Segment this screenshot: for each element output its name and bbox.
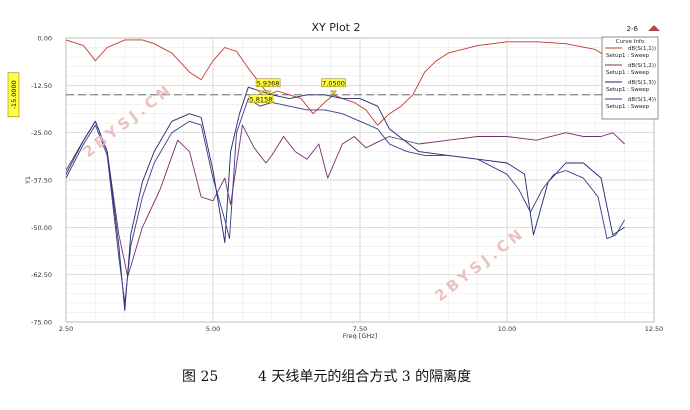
y-tick-label: -75.00 [31, 319, 52, 327]
marker-box [248, 94, 274, 104]
reference-line-group: -15.0000 [7, 72, 654, 118]
corner-label: 2-6 [627, 25, 639, 33]
legend-series-setup: Setup1 : Sweep [606, 104, 650, 110]
caption-text: 4 天线单元的组合方式 3 的隔离度 [258, 369, 472, 385]
series-line [65, 98, 625, 304]
xy-plot-figure: XY Plot 2 2-6 -15.0000 2.50 5.00 7.50 10.00… [7, 21, 663, 340]
chart-title: XY Plot 2 [312, 21, 361, 34]
legend-title: Curve Info [616, 39, 645, 45]
legend-series-name: dB(S(1,2)) [628, 63, 656, 69]
marker-triangle [330, 90, 337, 96]
series-line [65, 86, 625, 312]
y-tick-label: -12.50 [31, 82, 52, 90]
marker-box [255, 78, 281, 88]
marker-triangle [264, 90, 272, 96]
y-tick-label: -50.00 [31, 224, 52, 232]
x-tick-label: 10.00 [498, 325, 517, 333]
legend-series-setup: Setup1 : Sweep [606, 53, 650, 59]
series-line [65, 120, 625, 278]
y-tick-label: -37.50 [31, 177, 52, 185]
legend-series-name: dB(S(1,4)) [628, 97, 656, 103]
y-axis-label: Y1 [24, 176, 32, 185]
legend-series-name: dB(S(1,3)) [628, 80, 656, 86]
legend-series-setup: Setup1 : Sweep [606, 87, 650, 93]
y-tick-label: 0.00 [38, 35, 52, 43]
y-tick-label: -25.00 [31, 129, 52, 137]
tick-labels: 2.50 5.00 7.50 10.00 12.50 0.00 -12.50 -25.00 -3… [31, 35, 663, 334]
corner-triangle-icon[interactable] [648, 25, 660, 31]
figure-caption: 图 25 4 天线单元的组合方式 3 的隔离度 [0, 366, 690, 390]
marker-group: 5.9368 5.8158 7.0500 [248, 78, 346, 104]
marker-label: 5.8158 [250, 95, 273, 103]
caption-figure-label: 图 25 [182, 369, 219, 385]
reference-value-box [7, 72, 20, 118]
legend-series-setup: Setup1 : Sweep [606, 70, 650, 76]
series-group [65, 39, 625, 312]
series-line [65, 39, 625, 126]
reference-value-label: -15.0000 [10, 80, 18, 109]
legend-series-name: dB(S(1,1)) [628, 46, 656, 52]
x-axis-label: Freq [GHz] [343, 332, 377, 340]
x-tick-label: 2.50 [59, 325, 73, 333]
legend-entries: dB(S(1,1))Setup1 : SweepdB(S(1,2))Setup1… [605, 46, 656, 110]
legend-box [601, 36, 659, 120]
marker-label: 5.9368 [257, 79, 280, 87]
x-tick-label: 12.50 [645, 325, 664, 333]
legend: Curve Info dB(S(1,1))Setup1 : SweepdB(S(… [601, 36, 659, 120]
x-tick-label: 5.00 [206, 325, 220, 333]
marker-box [321, 78, 346, 88]
y-tick-label: -62.50 [31, 271, 52, 279]
x-tick-label: 7.50 [353, 325, 367, 333]
grid [65, 37, 655, 323]
marker-triangle [257, 90, 265, 96]
marker-label: 7.0500 [322, 79, 345, 87]
